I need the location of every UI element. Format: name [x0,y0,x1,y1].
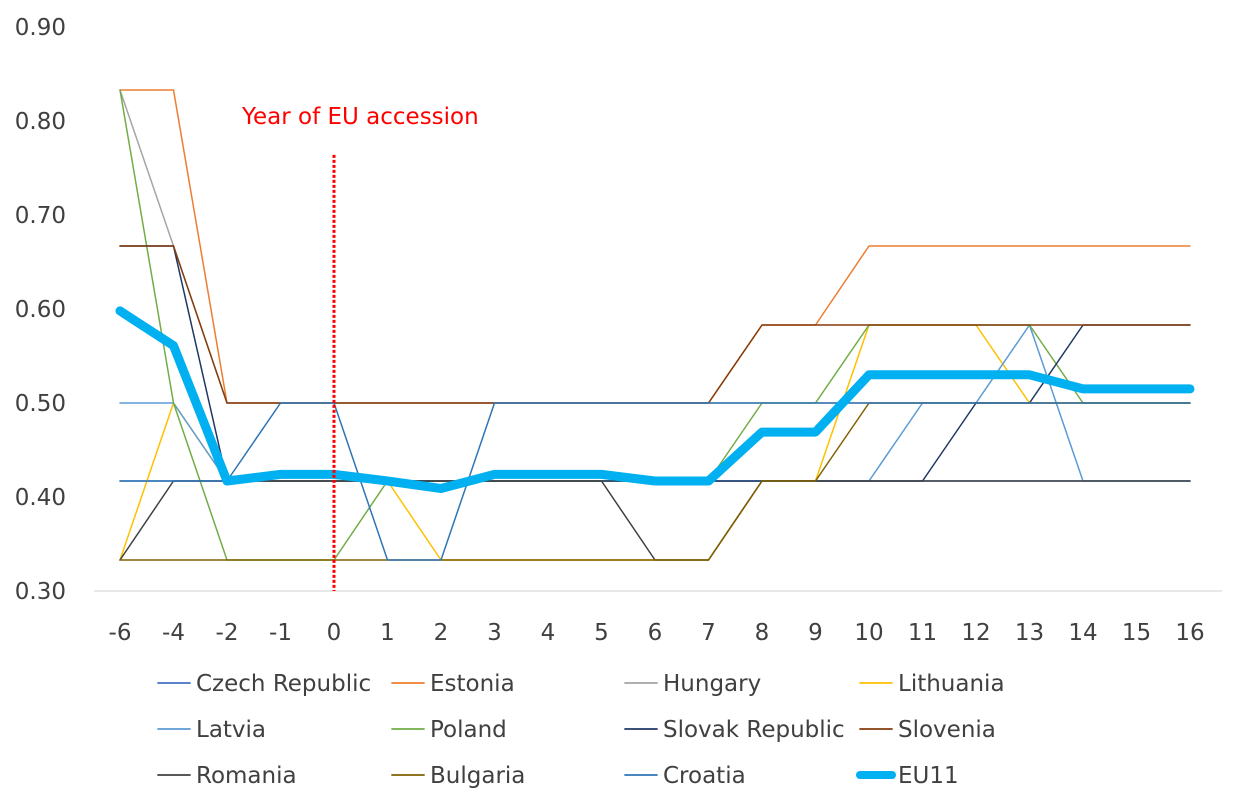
series-line-eu11 [115,306,1195,493]
x-tick-label: 3 [487,620,502,646]
x-tick-label: 15 [1122,620,1151,646]
x-tick-label: 6 [648,620,663,646]
x-tick-label: 16 [1175,620,1204,646]
x-tick-label: -2 [216,620,239,646]
x-tick-label: 14 [1068,620,1097,646]
y-tick-label: 0.60 [15,297,66,323]
x-tick-label: 13 [1015,620,1044,646]
x-tick-label: 1 [380,620,395,646]
x-tick-label: -4 [162,620,185,646]
x-tick-label: 9 [808,620,823,646]
series-line-slovak-republic [119,245,1191,482]
legend-label-romania: Romania [196,763,297,789]
x-tick-label: -6 [109,620,132,646]
series-line-romania [119,480,1191,561]
x-tick-label: 2 [434,620,449,646]
legend-label-croatia: Croatia [663,763,746,789]
legend-label-bulgaria: Bulgaria [430,763,525,789]
x-tick-label: 11 [908,620,937,646]
x-tick-label: -1 [269,620,292,646]
x-tick-label: 5 [594,620,609,646]
legend-label-slovenia: Slovenia [898,717,996,743]
y-tick-label: 0.30 [15,579,66,605]
legend-label-hungary: Hungary [663,671,761,697]
y-tick-label: 0.90 [15,15,66,41]
legend-label-slovak-republic: Slovak Republic [663,717,845,743]
x-tick-label: 8 [755,620,770,646]
accession-annotation: Year of EU accession [241,104,479,130]
y-tick-label: 0.70 [15,203,66,229]
series-line-estonia [119,89,1191,404]
series-line-croatia [119,402,1191,561]
legend-label-latvia: Latvia [196,717,266,743]
series-line-lithuania [119,324,1191,561]
y-tick-label: 0.50 [15,391,66,417]
x-tick-label: 4 [541,620,556,646]
x-tick-label: 12 [961,620,990,646]
legend-label-eu11: EU11 [898,763,959,789]
legend-label-lithuania: Lithuania [898,671,1005,697]
y-tick-label: 0.80 [15,109,66,135]
legend-label-poland: Poland [430,717,507,743]
x-tick-label: 10 [854,620,883,646]
legend-label-czech-republic: Czech Republic [196,671,371,697]
y-tick-label: 0.40 [15,485,66,511]
x-tick-label: 0 [327,620,342,646]
x-tick-label: 7 [701,620,716,646]
legend-label-estonia: Estonia [430,671,515,697]
